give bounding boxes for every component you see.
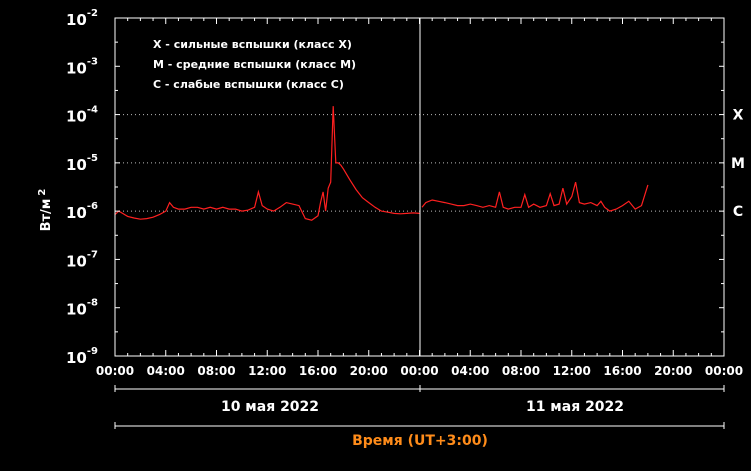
y-tick-base: 10	[66, 59, 87, 77]
y-axis-label: Вт/м 2	[37, 189, 54, 232]
date-label-day1: 10 мая 2022	[221, 399, 319, 415]
x-tick-label: 04:00	[451, 364, 489, 378]
y-tick-exponent: -9	[87, 346, 98, 357]
x-tick-label: 20:00	[654, 364, 692, 378]
legend: X - сильные вспышки (класс X) M - средние…	[153, 38, 356, 91]
y-tick-base: 10	[66, 156, 87, 174]
x-tick-label: 00:00	[705, 364, 743, 378]
x-tick-label: 20:00	[350, 364, 388, 378]
flux-series-line-1	[114, 106, 420, 221]
legend-entry: X - сильные вспышки (класс X)	[153, 38, 352, 51]
y-tick-label: 10-4	[66, 105, 98, 126]
y-tick-exponent: -5	[87, 153, 98, 164]
flux-series-line-2	[421, 181, 649, 212]
y-tick-base: 10	[66, 349, 87, 367]
legend-entry: C - слабые вспышки (класс C)	[153, 78, 344, 91]
y-tick-label: 10-9	[66, 346, 98, 367]
x-tick-label: 08:00	[502, 364, 540, 378]
y-tick-exponent: -6	[87, 201, 98, 212]
x-tick-label: 12:00	[248, 364, 286, 378]
y-tick-label: 10-7	[66, 249, 98, 270]
y-tick-label: 10-2	[66, 8, 98, 29]
y-tick-label: 10-5	[66, 153, 98, 174]
y-axis-ticks: 10-210-310-410-510-610-710-810-9	[66, 8, 724, 367]
x-axis-ticks: 00:00 04:00 08:00 12:00 16:00 20:00 00:00 04:00…	[96, 18, 743, 378]
x-tick-label: 16:00	[603, 364, 641, 378]
y-tick-exponent: -3	[87, 56, 98, 67]
date-label-day2: 11 мая 2022	[526, 399, 624, 415]
data-series	[114, 106, 649, 221]
x-tick-label: 08:00	[197, 364, 235, 378]
flare-class-label-M: M	[731, 156, 745, 172]
y-tick-label: 10-6	[66, 201, 98, 222]
y-tick-base: 10	[66, 11, 87, 29]
x-tick-label: 00:00	[400, 364, 438, 378]
y-axis-label-unit: Вт/м	[39, 199, 54, 232]
x-tick-label: 16:00	[299, 364, 337, 378]
date-brackets: 10 мая 2022 11 мая 2022	[114, 385, 725, 429]
y-tick-base: 10	[66, 108, 87, 126]
flare-class-labels: X M C	[731, 108, 745, 221]
x-tick-label: 00:00	[96, 364, 134, 378]
x-tick-label: 12:00	[553, 364, 591, 378]
x-axis-label: Время (UT+3:00)	[352, 433, 488, 449]
y-axis-label-exponent: 2	[37, 189, 48, 196]
x-tick-label: 04:00	[147, 364, 185, 378]
y-tick-label: 10-8	[66, 298, 98, 319]
flare-class-label-X: X	[733, 108, 744, 124]
y-tick-base: 10	[66, 204, 87, 222]
flare-class-label-C: C	[733, 204, 743, 220]
y-tick-exponent: -2	[87, 8, 98, 19]
y-tick-base: 10	[66, 252, 87, 270]
y-tick-base: 10	[66, 301, 87, 319]
y-tick-label: 10-3	[66, 56, 98, 77]
y-tick-exponent: -7	[87, 249, 98, 260]
y-tick-exponent: -4	[87, 105, 98, 116]
legend-entry: M - средние вспышки (класс M)	[153, 58, 356, 71]
y-tick-exponent: -8	[87, 298, 98, 309]
